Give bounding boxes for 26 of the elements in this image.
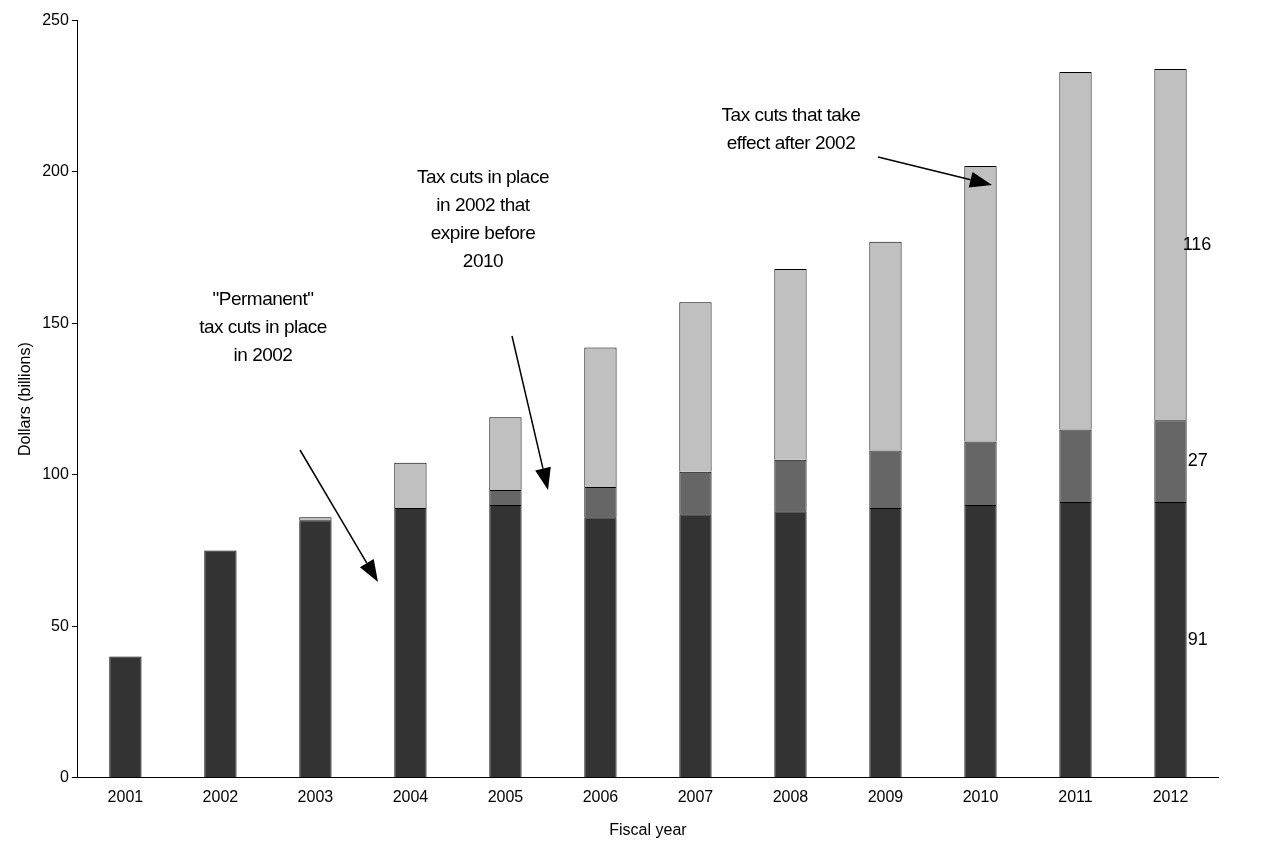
y-tick-label: 0: [59, 768, 69, 786]
annotation: Tax cuts in place in 2002 that expire before 2010: [416, 165, 550, 273]
x-tick-label: 2003: [297, 787, 334, 805]
y-tick-label: 200: [42, 162, 69, 180]
x-tick-label: 2009: [867, 787, 904, 805]
y-tick-label: 150: [42, 313, 69, 331]
x-tick-label: 2011: [1058, 787, 1093, 805]
y-tick-label: 50: [51, 616, 69, 634]
data-label: 27: [1187, 450, 1208, 471]
x-tick-label: 2008: [772, 787, 809, 805]
x-tick-label: 2006: [582, 787, 619, 805]
y-axis-title: Dollars (billions): [16, 342, 34, 457]
annotation: "Permanent" tax cuts in place in 2002: [198, 287, 328, 367]
y-tick-label: 250: [42, 11, 69, 29]
data-label: 91: [1187, 628, 1208, 649]
y-tick-label: 100: [42, 465, 69, 483]
x-tick-label: 2007: [677, 787, 714, 805]
x-tick-label: 2005: [487, 787, 524, 805]
x-tick-label: 2010: [962, 787, 999, 805]
x-tick-label: 2002: [202, 787, 239, 805]
x-axis-title: Fiscal year: [609, 820, 688, 838]
x-tick-label: 2004: [392, 787, 429, 805]
x-tick-label: 2012: [1152, 787, 1189, 805]
annotation: Tax cuts that take effect after 2002: [720, 103, 862, 155]
x-tick-label: 2001: [107, 787, 144, 805]
data-label: 116: [1182, 233, 1212, 254]
